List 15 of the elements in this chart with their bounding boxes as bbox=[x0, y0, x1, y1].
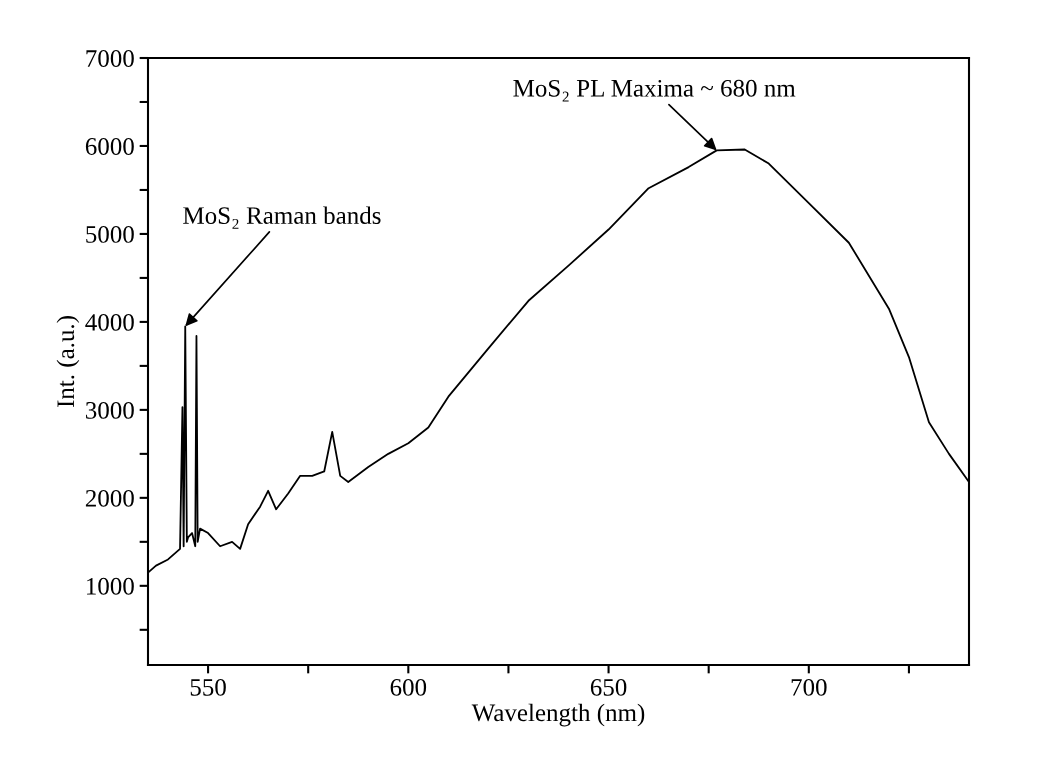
x-tick-label: 600 bbox=[390, 678, 427, 696]
y-axis-title: Int. (a.u.) bbox=[56, 316, 80, 408]
y-tick-label: 7000 bbox=[86, 50, 134, 67]
x-axis-title: Wavelength (nm) bbox=[471, 703, 645, 727]
y-tick-label: 4000 bbox=[85, 313, 134, 331]
x-tick-label: 700 bbox=[791, 678, 827, 696]
y-tick-label: 6000 bbox=[85, 138, 134, 155]
x-tick-label: 550 bbox=[190, 678, 226, 696]
y-tick-label: 3000 bbox=[86, 401, 134, 419]
x-tick-label: 650 bbox=[590, 678, 627, 696]
y-tick-label: 5000 bbox=[86, 225, 134, 243]
annotation: MoS₂ PL Maxima ~ 680 nm bbox=[513, 79, 796, 102]
y-tick-label: 2000 bbox=[85, 489, 134, 507]
annotation: MoS₂ Raman bands bbox=[183, 206, 381, 229]
y-tick-label: 1000 bbox=[87, 577, 134, 595]
